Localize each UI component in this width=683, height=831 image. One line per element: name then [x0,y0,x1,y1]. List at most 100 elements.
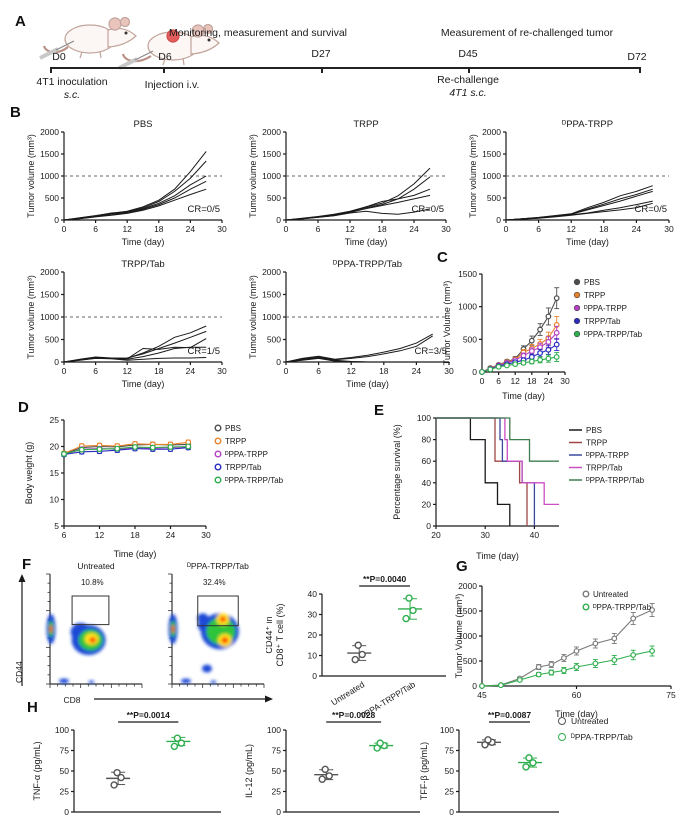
legend-item-untreated: Untreated [558,716,633,726]
mouse-injection-icon [118,23,220,70]
svg-text:TRPP/Tab: TRPP/Tab [121,259,164,270]
svg-text:5: 5 [54,521,59,531]
svg-text:0: 0 [472,367,477,377]
svg-text:Time (day): Time (day) [566,237,609,247]
svg-text:**P=0.0087: **P=0.0087 [488,710,532,720]
svg-text:1500: 1500 [262,149,281,159]
svg-text:TRPP/Tab: TRPP/Tab [584,317,621,326]
svg-text:1500: 1500 [262,290,281,300]
svg-text:CD44⁺ in: CD44⁺ in [266,616,274,653]
svg-text:100: 100 [417,413,431,423]
svg-text:25: 25 [50,415,60,425]
svg-text:2000: 2000 [262,267,281,277]
timeline-day-d0: D0 [52,51,66,63]
svg-text:30: 30 [217,366,227,376]
svg-text:75: 75 [666,690,676,700]
flow-plot-untreated: Untreated 10.8% [34,560,146,694]
svg-text:20: 20 [308,630,318,640]
svg-text:2000: 2000 [40,267,59,277]
svg-text:20: 20 [422,499,432,509]
chart-h-tnf-alpha: 0 25 50 75 100 TNF-α (pg/mL) **P=0.0014 [28,706,233,826]
svg-text:2000: 2000 [40,127,59,137]
svg-text:100: 100 [440,725,454,735]
timeline-day-d45: D45 [458,48,478,60]
svg-text:Time (day): Time (day) [502,391,545,401]
svg-text:1000: 1000 [458,302,477,312]
svg-text:Time (day): Time (day) [346,379,389,389]
chart-e-survival: 0 20 40 60 80 100 20 30 40 Percentage survival (%… [388,410,683,562]
timeline-tick-d27 [321,67,323,73]
svg-text:1500: 1500 [482,149,501,159]
svg-text:Tumor volume (mm³): Tumor volume (mm³) [248,134,258,218]
svg-text:60: 60 [572,690,582,700]
svg-text:25: 25 [445,787,455,797]
mouse-inoculation-icon [39,16,137,60]
panel-g-label: G [456,558,468,575]
svg-text:**P=0.0014: **P=0.0014 [127,710,171,720]
timeline-tick-d6 [163,67,165,73]
svg-text:CR=3/5: CR=3/5 [415,346,447,357]
svg-text:30: 30 [201,530,211,540]
panel-d-label: D [18,399,29,416]
svg-text:ᴰPPA-TRPP/Tab: ᴰPPA-TRPP/Tab [584,330,643,339]
svg-text:12: 12 [346,366,356,376]
injection-label: Injection i.v. [144,79,200,91]
chart-h-tff-beta: 0 25 50 75 100 TFF-β (pg/mL) **P=0.0087 [415,706,567,826]
svg-text:Untreated: Untreated [593,590,628,599]
chart-g-rechallenge: 0 500 1000 1500 2000 45 60 75 Tumor Volume (mm³)… [450,572,683,720]
legend-marker-treated [558,733,566,741]
timeline-day-d6: D6 [158,51,172,63]
svg-text:10.8%: 10.8% [81,578,104,587]
svg-text:**P=0.0028: **P=0.0028 [332,710,376,720]
chart-b-trpp-tab: 0 500 1000 1500 2000 0 6 12 18 24 30 Tumor volume (… [22,256,232,390]
svg-text:75: 75 [60,746,70,756]
svg-text:24: 24 [166,530,176,540]
svg-text:0: 0 [284,224,289,234]
phase-monitoring-label: Monitoring, measurement and survival [169,27,347,39]
svg-text:24: 24 [186,224,196,234]
svg-text:15: 15 [50,468,60,478]
timeline-day-d27: D27 [311,48,331,60]
svg-text:500: 500 [463,656,477,666]
svg-text:12: 12 [122,366,132,376]
cd44-axis: CD44 [14,574,26,686]
syringe-icon [118,50,154,70]
svg-text:1500: 1500 [40,290,59,300]
panel-a-label: A [15,13,26,30]
svg-text:40: 40 [422,478,432,488]
cd8-axis-label: CD8 [63,695,80,705]
svg-text:10: 10 [308,651,318,661]
svg-text:CR=0/5: CR=0/5 [635,204,667,215]
svg-text:0: 0 [472,681,477,691]
svg-text:Tumor volume (mm³): Tumor volume (mm³) [248,275,258,359]
svg-text:0: 0 [449,807,454,817]
svg-text:1000: 1000 [40,171,59,181]
svg-text:Time (day): Time (day) [476,551,519,561]
svg-text:10: 10 [50,495,60,505]
svg-text:25: 25 [60,787,70,797]
chart-f-cd44-scatter: 0 10 20 30 40 CD44⁺ in CD8⁺ T cell (%) Untreate… [264,570,456,720]
svg-text:6: 6 [62,530,67,540]
svg-text:30: 30 [441,224,451,234]
svg-text:TRPP: TRPP [353,119,378,130]
svg-text:Time (day): Time (day) [122,379,165,389]
chart-b-dppa-trpp-tab: 0 500 1000 1500 2000 0 6 12 18 24 30 Tumor volume (… [244,256,459,390]
svg-text:TFF-β (pg/mL): TFF-β (pg/mL) [419,742,429,800]
svg-text:6: 6 [316,224,321,234]
tumor-dot [166,29,180,43]
svg-text:1000: 1000 [40,312,59,322]
svg-text:0: 0 [480,376,485,386]
svg-text:75: 75 [445,746,455,756]
svg-text:30: 30 [308,610,318,620]
svg-text:ᴰPPA-TRPP/Tab: ᴰPPA-TRPP/Tab [593,603,652,612]
svg-text:24: 24 [544,376,554,386]
svg-text:30: 30 [444,366,454,376]
svg-text:TNF-α (pg/mL): TNF-α (pg/mL) [32,741,42,800]
timeline-tick-d72 [639,67,641,73]
svg-text:ᴰPPA-TRPP/Tab: ᴰPPA-TRPP/Tab [586,476,645,485]
svg-text:75: 75 [272,746,282,756]
legend-item-treated: ᴰPPA-TRPP/Tab [558,732,633,742]
svg-text:30: 30 [560,376,570,386]
svg-text:0: 0 [276,807,281,817]
svg-text:0: 0 [276,357,281,367]
